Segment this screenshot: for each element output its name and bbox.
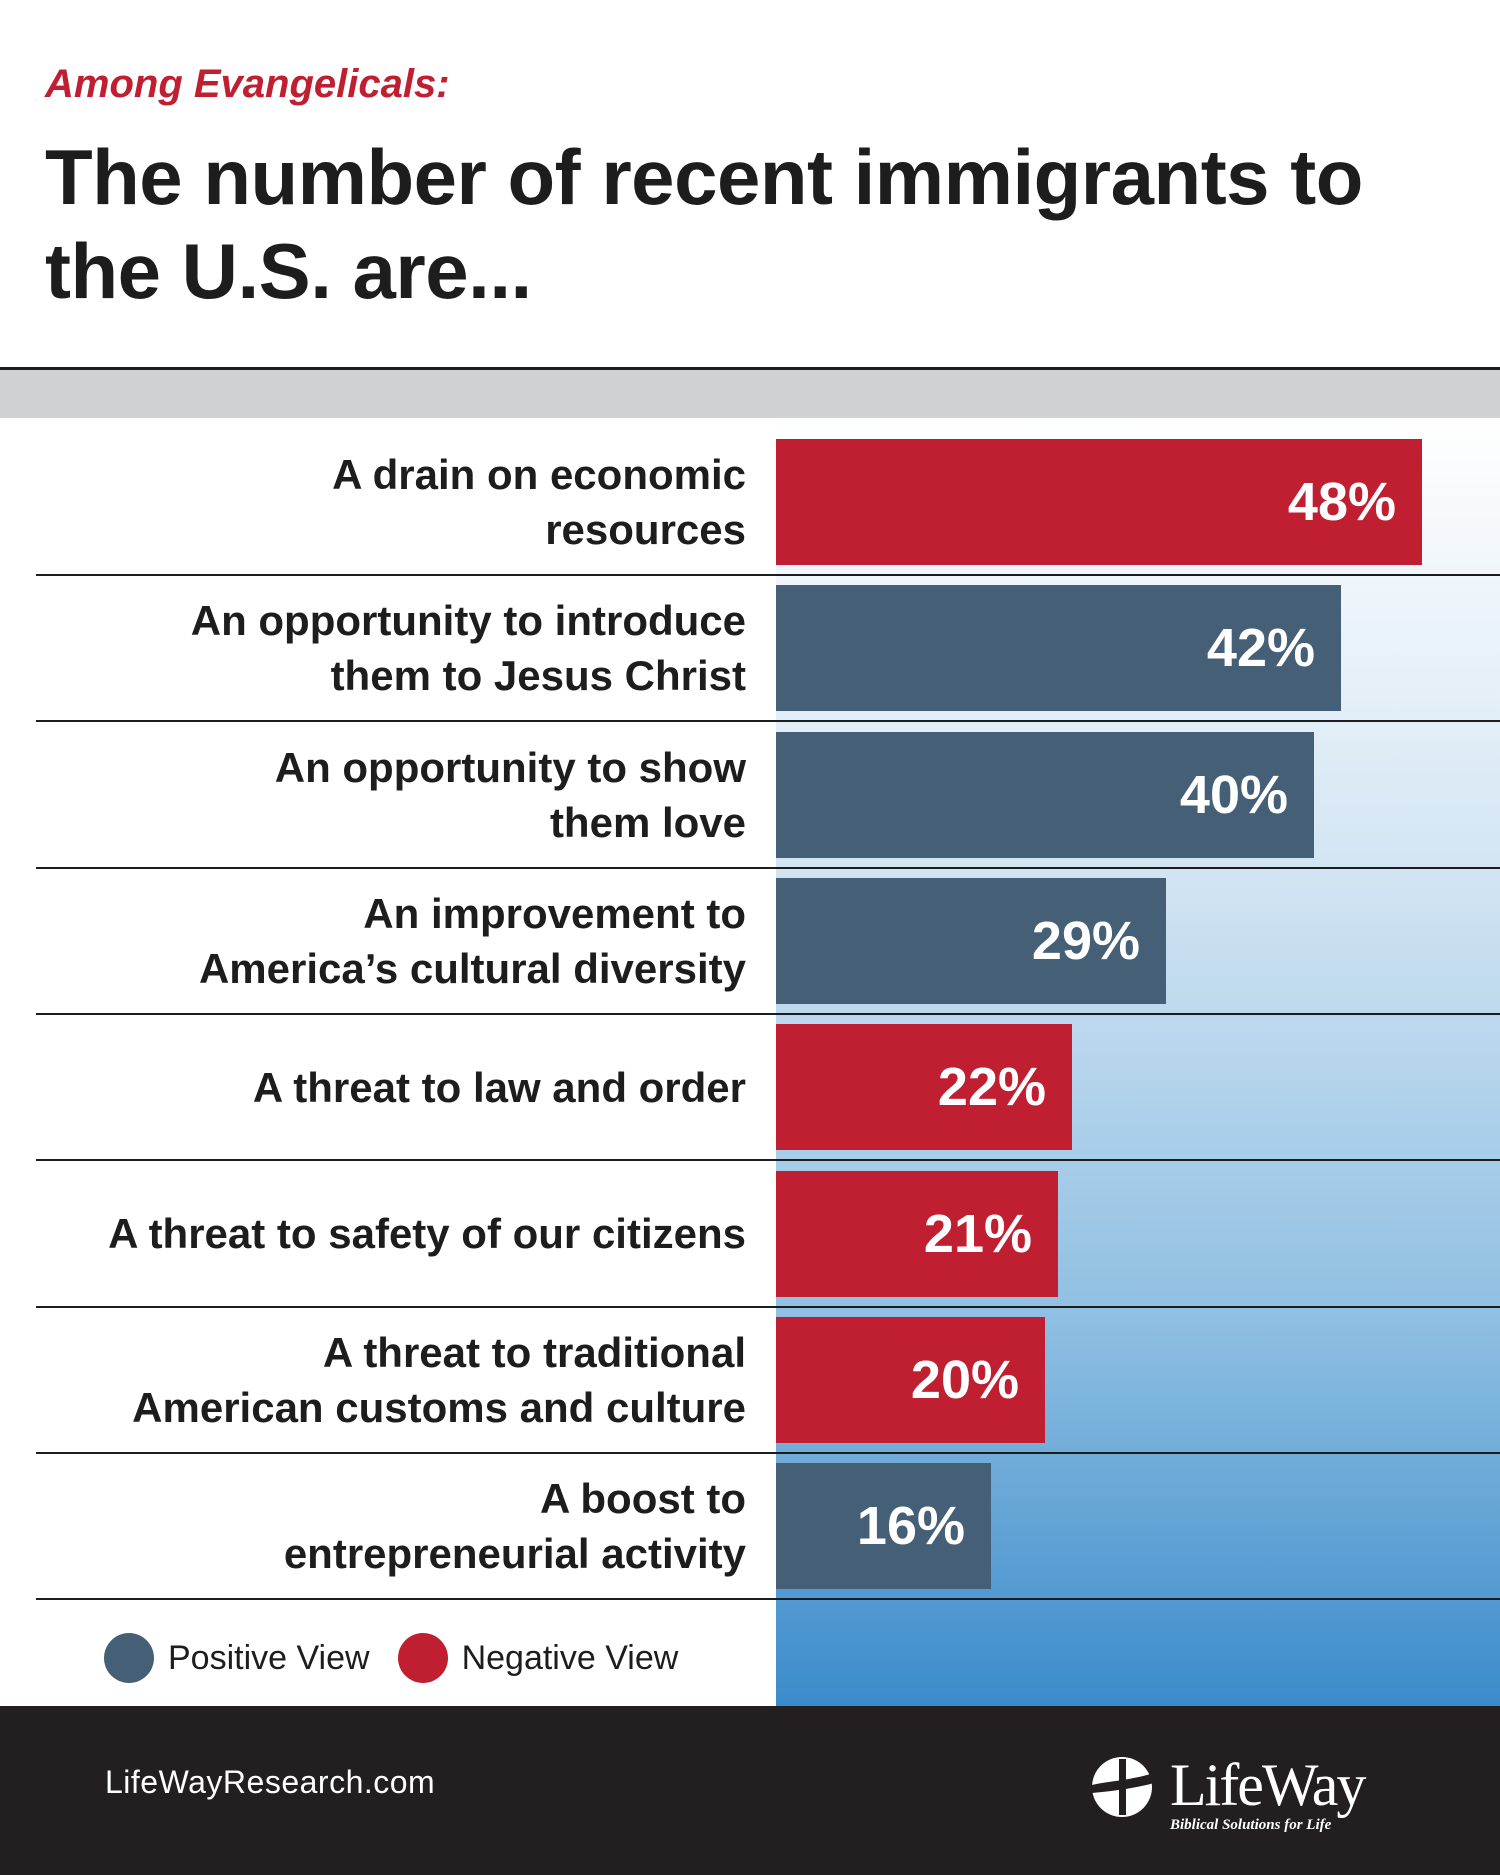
row-divider — [36, 1012, 1500, 1015]
bar: 16% — [776, 1463, 991, 1590]
bar-value-label: 22% — [937, 1057, 1046, 1118]
legend-negative-swatch — [397, 1633, 448, 1683]
category-label-text: A drain on economic resources — [332, 447, 746, 557]
bar: 40% — [776, 731, 1314, 858]
category-label: An opportunity to show them love — [36, 732, 746, 858]
category-label: A threat to traditional American customs … — [36, 1317, 746, 1443]
category-label-line: them love — [549, 798, 746, 846]
legend-positive-swatch — [104, 1633, 154, 1683]
footer-url[interactable]: LifeWayResearch.com — [105, 1764, 436, 1800]
category-label-line: A threat to traditional — [322, 1328, 746, 1376]
row-divider — [36, 1598, 1500, 1601]
bar-value-label: 29% — [1031, 910, 1140, 971]
bar-value-label: 48% — [1287, 472, 1396, 532]
category-label: A boost to entrepreneurial activity — [36, 1463, 746, 1589]
gray-band — [0, 370, 1500, 418]
category-label: A threat to law and order — [36, 1024, 746, 1150]
category-label-text: A threat to law and order — [253, 1060, 746, 1115]
category-label-text: A boost to entrepreneurial activity — [284, 1471, 746, 1581]
category-label: An improvement to America’s cultural dive… — [36, 878, 746, 1004]
category-label-text: An improvement to America’s cultural dive… — [199, 886, 746, 996]
row-divider — [36, 574, 1500, 576]
row-divider — [36, 866, 1500, 869]
bar-value-label: 21% — [923, 1203, 1032, 1264]
bar-value-label: 42% — [1206, 618, 1315, 679]
category-label-line: A drain on economic — [332, 451, 746, 498]
bar: 29% — [776, 877, 1166, 1004]
category-label-line: A boost to — [539, 1475, 746, 1523]
category-label-line: America’s cultural diversity — [198, 944, 746, 992]
category-label-text: A threat to safety of our citizens — [108, 1206, 746, 1261]
legend-positive-label: Positive View — [168, 1638, 370, 1677]
bar: 22% — [776, 1024, 1072, 1151]
legend: Positive View Negative View — [104, 1633, 706, 1683]
row-divider — [36, 1159, 1500, 1162]
legend-negative-label: Negative View — [461, 1638, 679, 1677]
category-label-line: American customs and culture — [132, 1383, 746, 1431]
bar: 42% — [776, 585, 1341, 712]
category-label-text: An opportunity to show them love — [275, 740, 746, 850]
category-label-text: An opportunity to introduce them to Jesus… — [191, 593, 746, 703]
bar: 20% — [776, 1316, 1045, 1443]
row-divider — [36, 720, 1500, 723]
category-label: A threat to safety of our citizens — [36, 1171, 746, 1297]
brand-mark-icon — [1092, 1757, 1154, 1817]
category-label-line: entrepreneurial activity — [283, 1530, 746, 1578]
category-label-line: An opportunity to introduce — [190, 597, 746, 645]
category-label-text: A threat to traditional American customs … — [132, 1325, 746, 1435]
page-title: The number of recent immigrants to the U… — [45, 133, 1363, 315]
brand-logo: LifeWay Biblical Solutions for Life — [1088, 1751, 1398, 1841]
brand-tagline: Biblical Solutions for Life — [1170, 1817, 1332, 1833]
category-label-line: An opportunity to show — [274, 743, 746, 791]
bar: 48% — [776, 439, 1422, 565]
bar: 21% — [776, 1170, 1058, 1297]
category-label-line: A threat to law and order — [252, 1063, 746, 1111]
bar-value-label: 40% — [1179, 764, 1288, 825]
category-label-line: An improvement to — [363, 889, 746, 937]
row-divider — [36, 1451, 1500, 1454]
category-label-line: A threat to safety of our citizens — [108, 1210, 746, 1257]
category-label: A drain on economic resources — [36, 439, 746, 565]
bar-value-label: 20% — [910, 1349, 1019, 1410]
bar-value-label: 16% — [856, 1496, 965, 1557]
category-label: An opportunity to introduce them to Jesus… — [36, 585, 746, 711]
row-divider — [36, 1305, 1500, 1308]
kicker: Among Evangelicals: — [45, 62, 450, 106]
title-rule — [0, 367, 1500, 370]
footer: LifeWayResearch.com LifeWay Biblical Sol… — [0, 1706, 1500, 1875]
category-label-line: resources — [545, 506, 746, 553]
category-label-line: them to Jesus Christ — [330, 652, 746, 700]
brand-name: LifeWay — [1170, 1752, 1366, 1818]
